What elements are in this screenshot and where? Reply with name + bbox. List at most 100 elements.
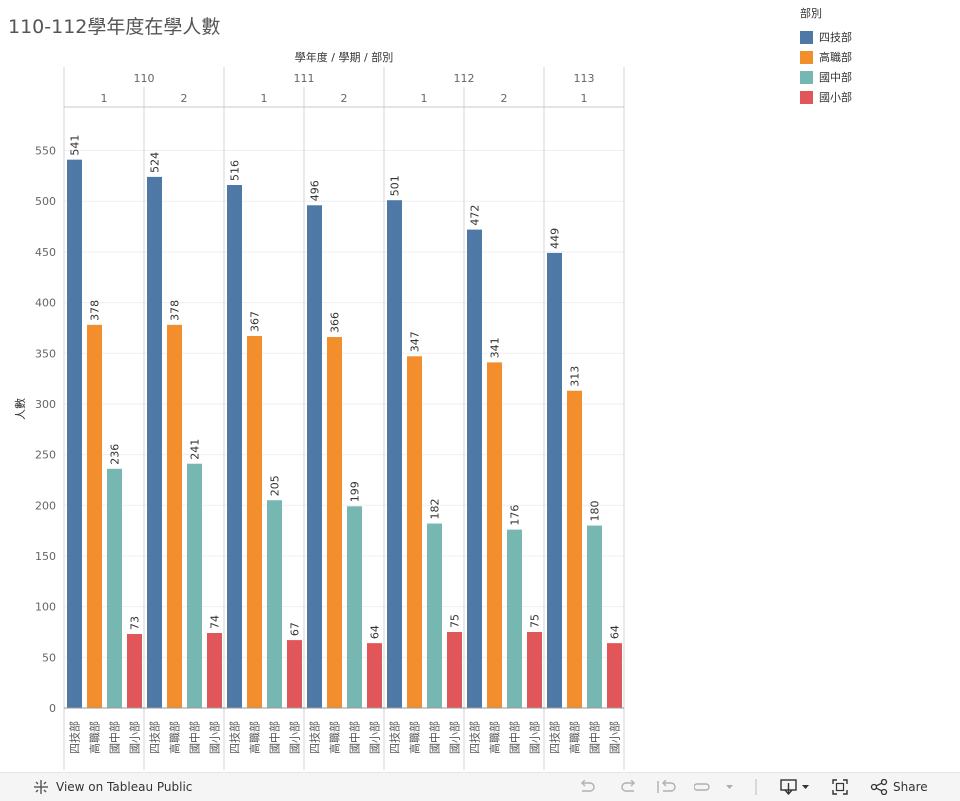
view-on-tableau-link[interactable]: View on Tableau Public: [32, 773, 192, 801]
year-header: 111: [294, 72, 315, 85]
x-tick-label: 國小部: [448, 721, 462, 754]
y-tick-label: 450: [35, 246, 56, 259]
data-label: 236: [109, 444, 122, 465]
bar-國中部: [427, 523, 442, 708]
x-tick-label: 高職部: [168, 721, 182, 754]
refresh-button[interactable]: [694, 773, 734, 801]
data-label: 75: [529, 614, 542, 628]
share-label: Share: [893, 780, 928, 794]
fullscreen-icon: [832, 779, 848, 795]
download-button[interactable]: [780, 773, 812, 801]
data-label: 75: [449, 614, 462, 628]
refresh-icon: [694, 783, 733, 791]
share-icon: [870, 779, 888, 795]
bar-高職部: [87, 324, 102, 708]
redo-button[interactable]: [620, 773, 638, 801]
data-label: 313: [569, 366, 582, 387]
y-tick-label: 200: [35, 499, 56, 512]
year-header: 112: [454, 72, 475, 85]
term-header: 1: [261, 92, 268, 105]
x-tick-label: 國中部: [348, 721, 362, 754]
bar-四技部: [227, 185, 242, 708]
bar-四技部: [147, 176, 162, 709]
y-tick-label: 400: [35, 297, 56, 310]
bar-高職部: [167, 324, 182, 708]
legend-swatch: [800, 30, 813, 44]
legend-swatch: [800, 90, 813, 104]
x-tick-label: 國中部: [428, 721, 442, 754]
data-label: 366: [329, 312, 342, 333]
bar-四技部: [387, 200, 402, 708]
x-tick-label: 高職部: [88, 721, 102, 754]
bar-高職部: [487, 362, 502, 708]
share-button[interactable]: Share: [870, 773, 928, 801]
data-label: 501: [389, 175, 402, 196]
y-tick-label: 100: [35, 601, 56, 614]
x-tick-label: 四技部: [388, 721, 402, 754]
bar-國小部: [607, 643, 622, 708]
x-tick-label: 四技部: [228, 721, 242, 754]
y-tick-label: 500: [35, 195, 56, 208]
year-header: 113: [574, 72, 595, 85]
chart-title: 110-112學年度在學人數: [8, 16, 221, 38]
legend-label: 國中部: [819, 71, 852, 84]
data-label: 378: [169, 300, 182, 321]
data-label: 347: [409, 331, 422, 352]
fullscreen-button[interactable]: [832, 773, 848, 801]
tableau-logo-icon: [34, 780, 48, 794]
y-axis-label: 人數: [14, 398, 27, 420]
data-label: 74: [209, 615, 222, 629]
bar-國中部: [107, 468, 122, 708]
data-label: 180: [589, 501, 602, 522]
x-tick-label: 四技部: [468, 721, 482, 754]
data-label: 182: [429, 499, 442, 520]
data-label: 199: [349, 481, 362, 502]
bar-國中部: [507, 529, 522, 708]
bar-國小部: [207, 632, 222, 708]
legend-item-junior[interactable]: 國中部: [800, 67, 852, 87]
x-tick-label: 高職部: [488, 721, 502, 754]
undo-icon: [581, 780, 595, 792]
bar-四技部: [547, 252, 562, 708]
revert-icon: [657, 780, 676, 793]
data-label: 73: [129, 616, 142, 630]
undo-button[interactable]: [578, 773, 596, 801]
bar-chart: 學年度 / 學期 / 部別 0 50 100 150 200 250 300 350 400 450…: [14, 50, 625, 770]
data-label: 496: [309, 180, 322, 201]
x-tick-label: 國小部: [288, 721, 302, 754]
y-tick-label: 350: [35, 347, 56, 360]
data-label: 541: [69, 135, 82, 156]
legend-item-4yr[interactable]: 四技部: [800, 27, 852, 47]
term-header: 1: [581, 92, 588, 105]
tableau-toolbar: View on Tableau Public: [0, 772, 960, 801]
legend-item-elementary[interactable]: 國小部: [800, 87, 852, 107]
data-label: 205: [269, 475, 282, 496]
toolbar-divider: [755, 773, 757, 801]
data-label: 241: [189, 439, 202, 460]
data-label: 367: [249, 311, 262, 332]
x-tick-label: 國中部: [268, 721, 282, 754]
legend-label: 四技部: [819, 31, 852, 44]
bar-高職部: [407, 356, 422, 708]
x-tick-label: 高職部: [408, 721, 422, 754]
term-header: 1: [421, 92, 428, 105]
bar-國小部: [127, 634, 142, 708]
data-label: 64: [369, 625, 382, 639]
x-tick-label: 國小部: [128, 721, 142, 754]
data-label: 67: [289, 622, 302, 636]
bar-高職部: [567, 390, 582, 708]
view-on-tableau-label: View on Tableau Public: [56, 780, 193, 794]
x-tick-label: 國中部: [588, 721, 602, 754]
x-tick-label: 國小部: [208, 721, 222, 754]
legend-item-vocational[interactable]: 高職部: [800, 47, 852, 67]
legend-swatch: [800, 70, 813, 84]
bar-高職部: [327, 337, 342, 708]
x-tick-label: 四技部: [148, 721, 162, 754]
x-tick-label: 四技部: [548, 721, 562, 754]
revert-button[interactable]: [657, 773, 679, 801]
x-tick-label: 國小部: [608, 721, 622, 754]
bar-四技部: [307, 205, 322, 708]
data-label: 64: [609, 625, 622, 639]
legend: 部別 四技部 高職部 國中部 國小部: [800, 5, 852, 107]
x-tick-label: 高職部: [328, 721, 342, 754]
